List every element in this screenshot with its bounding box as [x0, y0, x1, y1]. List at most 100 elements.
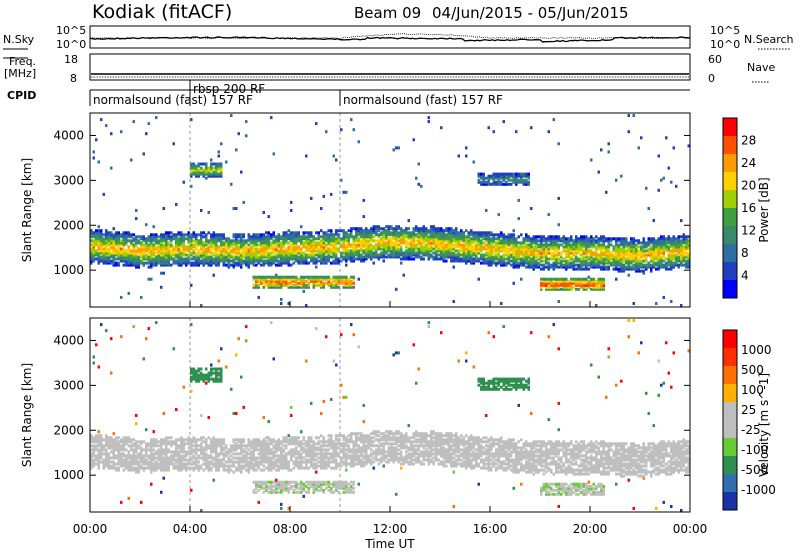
power-cell [177, 259, 180, 263]
power-cell [390, 251, 393, 255]
velocity-cell [235, 466, 238, 470]
velocity-cell [190, 458, 193, 462]
power-cell [217, 253, 220, 257]
power-cell [470, 255, 473, 259]
power-cell [92, 259, 95, 263]
power-cell [210, 233, 213, 237]
velocity-cell [217, 464, 220, 468]
velocity-cell [212, 377, 215, 381]
velocity-cell [177, 438, 180, 442]
power-cell [340, 255, 343, 259]
power-cell [145, 249, 148, 253]
power-cell [250, 253, 253, 257]
power-cell [292, 255, 295, 259]
power-cell [252, 237, 255, 241]
power-cell [602, 235, 605, 239]
power-cell [395, 235, 398, 239]
power-cell [240, 170, 243, 174]
power-cell [587, 261, 590, 265]
power-cell [477, 277, 480, 281]
power-cell [170, 239, 173, 243]
power-cell [325, 275, 328, 279]
velocity-cell [192, 436, 195, 440]
velocity-cell [240, 470, 243, 474]
power-cell [320, 251, 323, 255]
power-cell [280, 251, 283, 255]
power-cell [590, 249, 593, 253]
power-cell [680, 239, 683, 243]
power-cell [612, 259, 615, 263]
power-cell [425, 243, 428, 247]
power-cell [487, 239, 490, 243]
velocity-cell [117, 466, 120, 470]
power-cell [100, 229, 103, 233]
power-cell [187, 255, 190, 259]
power-cell [460, 247, 463, 251]
velocity-cell [160, 446, 163, 450]
power-cell [297, 255, 300, 259]
power-cell [600, 235, 603, 239]
power-cell [92, 235, 95, 239]
power-cell [685, 243, 688, 247]
velocity-cell [185, 468, 188, 472]
power-cell [425, 253, 428, 257]
power-cell [142, 263, 145, 267]
velocity-cell [112, 440, 115, 444]
power-cell [662, 255, 665, 259]
power-cell [382, 231, 385, 235]
power-cell [172, 245, 175, 249]
velocity-cell [222, 454, 225, 458]
power-cell [507, 247, 510, 251]
power-cell [682, 259, 685, 263]
velocity-cell [210, 373, 213, 377]
power-cell [112, 227, 115, 231]
power-cell [592, 237, 595, 241]
power-cell [147, 255, 150, 259]
power-cell [640, 253, 643, 257]
power-cell [350, 251, 353, 255]
power-cell [120, 259, 123, 263]
power-cell [330, 281, 333, 285]
power-cell [512, 281, 515, 285]
power-cell [442, 229, 445, 233]
power-cell [287, 235, 290, 239]
power-cell [542, 259, 545, 263]
power-cell [417, 229, 420, 233]
power-cell [570, 261, 573, 265]
power-cell [185, 233, 188, 237]
power-cell [102, 241, 105, 245]
power-cell [502, 174, 505, 178]
velocity-cell [220, 444, 223, 448]
power-cell [507, 259, 510, 263]
power-cell [347, 277, 350, 281]
power-cell [532, 267, 535, 271]
power-cell [667, 235, 670, 239]
power-cell [685, 261, 688, 265]
power-cell [210, 158, 213, 162]
power-cell [442, 257, 445, 261]
power-cell [200, 251, 203, 255]
power-cell [677, 247, 680, 251]
power-cell [437, 229, 440, 233]
velocity-cell [157, 454, 160, 458]
power-cell [325, 249, 328, 253]
power-cell [305, 279, 308, 283]
power-cell [347, 251, 350, 255]
power-cell [610, 239, 613, 243]
power-cell [657, 267, 660, 271]
power-cell [445, 235, 448, 239]
power-cell [457, 257, 460, 261]
power-cell [440, 257, 443, 261]
power-cell [470, 261, 473, 265]
power-cell [522, 247, 525, 251]
power-cell [160, 253, 163, 257]
power-cell [265, 249, 268, 253]
power-cell [192, 251, 195, 255]
velocity-cell [155, 321, 158, 325]
power-cell [487, 263, 490, 267]
power-cell [220, 255, 223, 259]
power-cell [205, 176, 208, 180]
velocity-cell [105, 454, 108, 458]
power-cell [252, 285, 255, 289]
power-cell [287, 283, 290, 287]
